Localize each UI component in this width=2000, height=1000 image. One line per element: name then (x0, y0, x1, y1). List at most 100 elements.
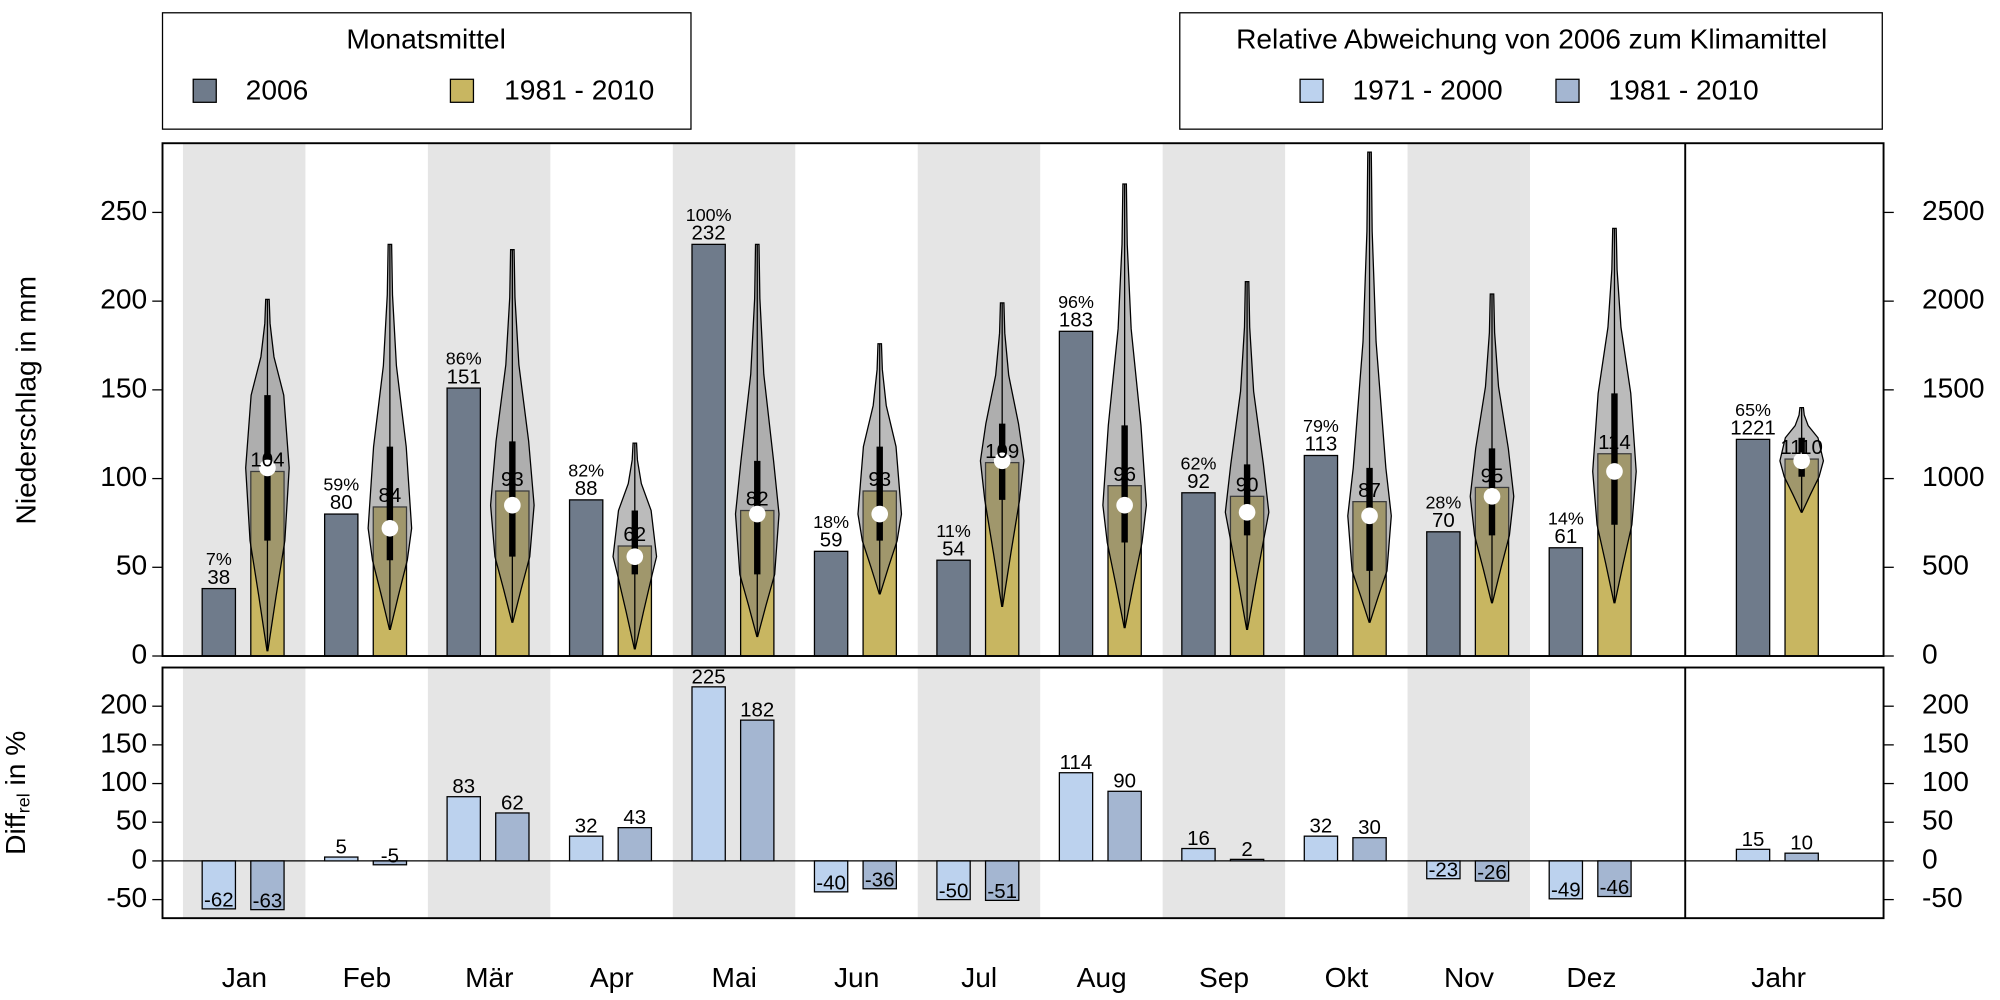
bar (446, 387, 481, 657)
legend-marker (1555, 78, 1580, 103)
bar (495, 812, 530, 862)
bar (1474, 860, 1510, 882)
x-tick-label: Jahr (1751, 962, 1806, 993)
x-tick-label: Aug (1077, 962, 1127, 993)
month-shading (917, 667, 1041, 919)
data-label: -49 (1551, 879, 1581, 902)
bar (1352, 837, 1387, 862)
bar (617, 827, 653, 862)
x-tick-label: Jul (961, 962, 997, 993)
y2-tick-label: 2000 (1922, 284, 1985, 315)
x-tick-label: Okt (1325, 962, 1369, 993)
data-label: 82 (746, 488, 769, 511)
data-label: 93 (868, 468, 891, 491)
bar (201, 587, 237, 657)
bar (691, 686, 726, 862)
data-label: -26 (1477, 861, 1507, 884)
data-label: 84 (379, 484, 402, 507)
y-tick-label: -50 (106, 882, 147, 913)
bar (1181, 492, 1216, 657)
y-tick-label: 100 (100, 766, 147, 797)
data-label: 61 (1554, 525, 1577, 548)
bar (1426, 860, 1461, 880)
percent-label: 28% (1425, 492, 1461, 512)
bar (1107, 790, 1142, 862)
y-tick-label: 200 (100, 689, 147, 720)
bar (1548, 547, 1584, 657)
data-label: -63 (253, 889, 283, 912)
y-axis-label-suffix: in % (0, 731, 31, 794)
x-tick-label: Dez (1566, 962, 1616, 993)
bar (568, 499, 604, 657)
data-label: 1110 (1780, 436, 1822, 459)
data-label: 90 (1113, 770, 1136, 793)
y-tick-label: 50 (116, 550, 147, 581)
y-axis-label-sub: rel (13, 793, 33, 813)
data-label: 43 (623, 806, 646, 829)
percent-label: 14% (1548, 508, 1584, 528)
percent-label: 86% (446, 349, 482, 369)
data-label: 113 (1305, 433, 1338, 456)
bar (1058, 330, 1094, 657)
bar (1784, 852, 1819, 862)
data-label: -46 (1600, 876, 1630, 899)
violin-median (993, 452, 1011, 470)
percent-label: 18% (813, 512, 849, 532)
x-tick-label: Mär (465, 962, 513, 993)
y2-tick-label: 200 (1922, 689, 1969, 720)
month-shading (427, 143, 551, 657)
month-shading (182, 143, 306, 657)
y2-tick-label: 0 (1922, 843, 1938, 874)
violin-median (626, 548, 644, 565)
data-label: 70 (1432, 509, 1455, 532)
violin-median (1238, 503, 1256, 521)
x-tick-label: Feb (343, 962, 391, 993)
data-label: -36 (865, 869, 895, 892)
data-label: 32 (575, 815, 598, 838)
data-label: 109 (985, 440, 1019, 463)
bar (1735, 848, 1771, 862)
percent-label: 62% (1181, 453, 1217, 473)
month-shading (1162, 143, 1286, 657)
bar (984, 860, 1020, 902)
legend-box (1179, 12, 1883, 130)
violin-median (1483, 488, 1501, 505)
y-axis-label: Niederschlag in mm (11, 276, 42, 524)
data-label: -40 (816, 872, 846, 895)
y2-tick-label: 50 (1922, 805, 1953, 836)
bar (1058, 772, 1094, 862)
data-label: 30 (1358, 816, 1381, 839)
bar (862, 860, 897, 890)
bar (323, 513, 359, 657)
y-tick-label: 150 (100, 372, 147, 403)
data-label: 5 (336, 836, 347, 859)
month-shading (1407, 667, 1531, 919)
violin-median (259, 459, 276, 477)
violin-median (748, 505, 766, 523)
y-tick-label: 0 (131, 843, 147, 874)
bar (323, 856, 359, 862)
y2-tick-label: 2500 (1922, 195, 1985, 226)
plot-frame (161, 666, 1885, 920)
bar (1548, 860, 1584, 900)
bar (446, 796, 481, 862)
y2-tick-label: -50 (1922, 882, 1963, 913)
bar (691, 243, 726, 657)
legend-label: 1981 - 2010 (1608, 75, 1758, 106)
month-shading (427, 667, 551, 919)
y2-tick-label: 150 (1922, 727, 1969, 758)
data-label: 83 (452, 775, 475, 798)
legend-marker (1299, 78, 1324, 103)
data-label: -5 (381, 845, 399, 868)
percent-label: 59% (323, 475, 359, 495)
y2-tick-label: 0 (1922, 638, 1938, 669)
data-label: 225 (692, 665, 726, 688)
bar (1181, 847, 1216, 862)
data-label: 96 (1113, 463, 1136, 486)
bar (568, 835, 604, 862)
data-label: 95 (1481, 465, 1504, 488)
data-label: 38 (207, 566, 230, 589)
violin-median (504, 496, 521, 514)
bar (813, 860, 849, 893)
